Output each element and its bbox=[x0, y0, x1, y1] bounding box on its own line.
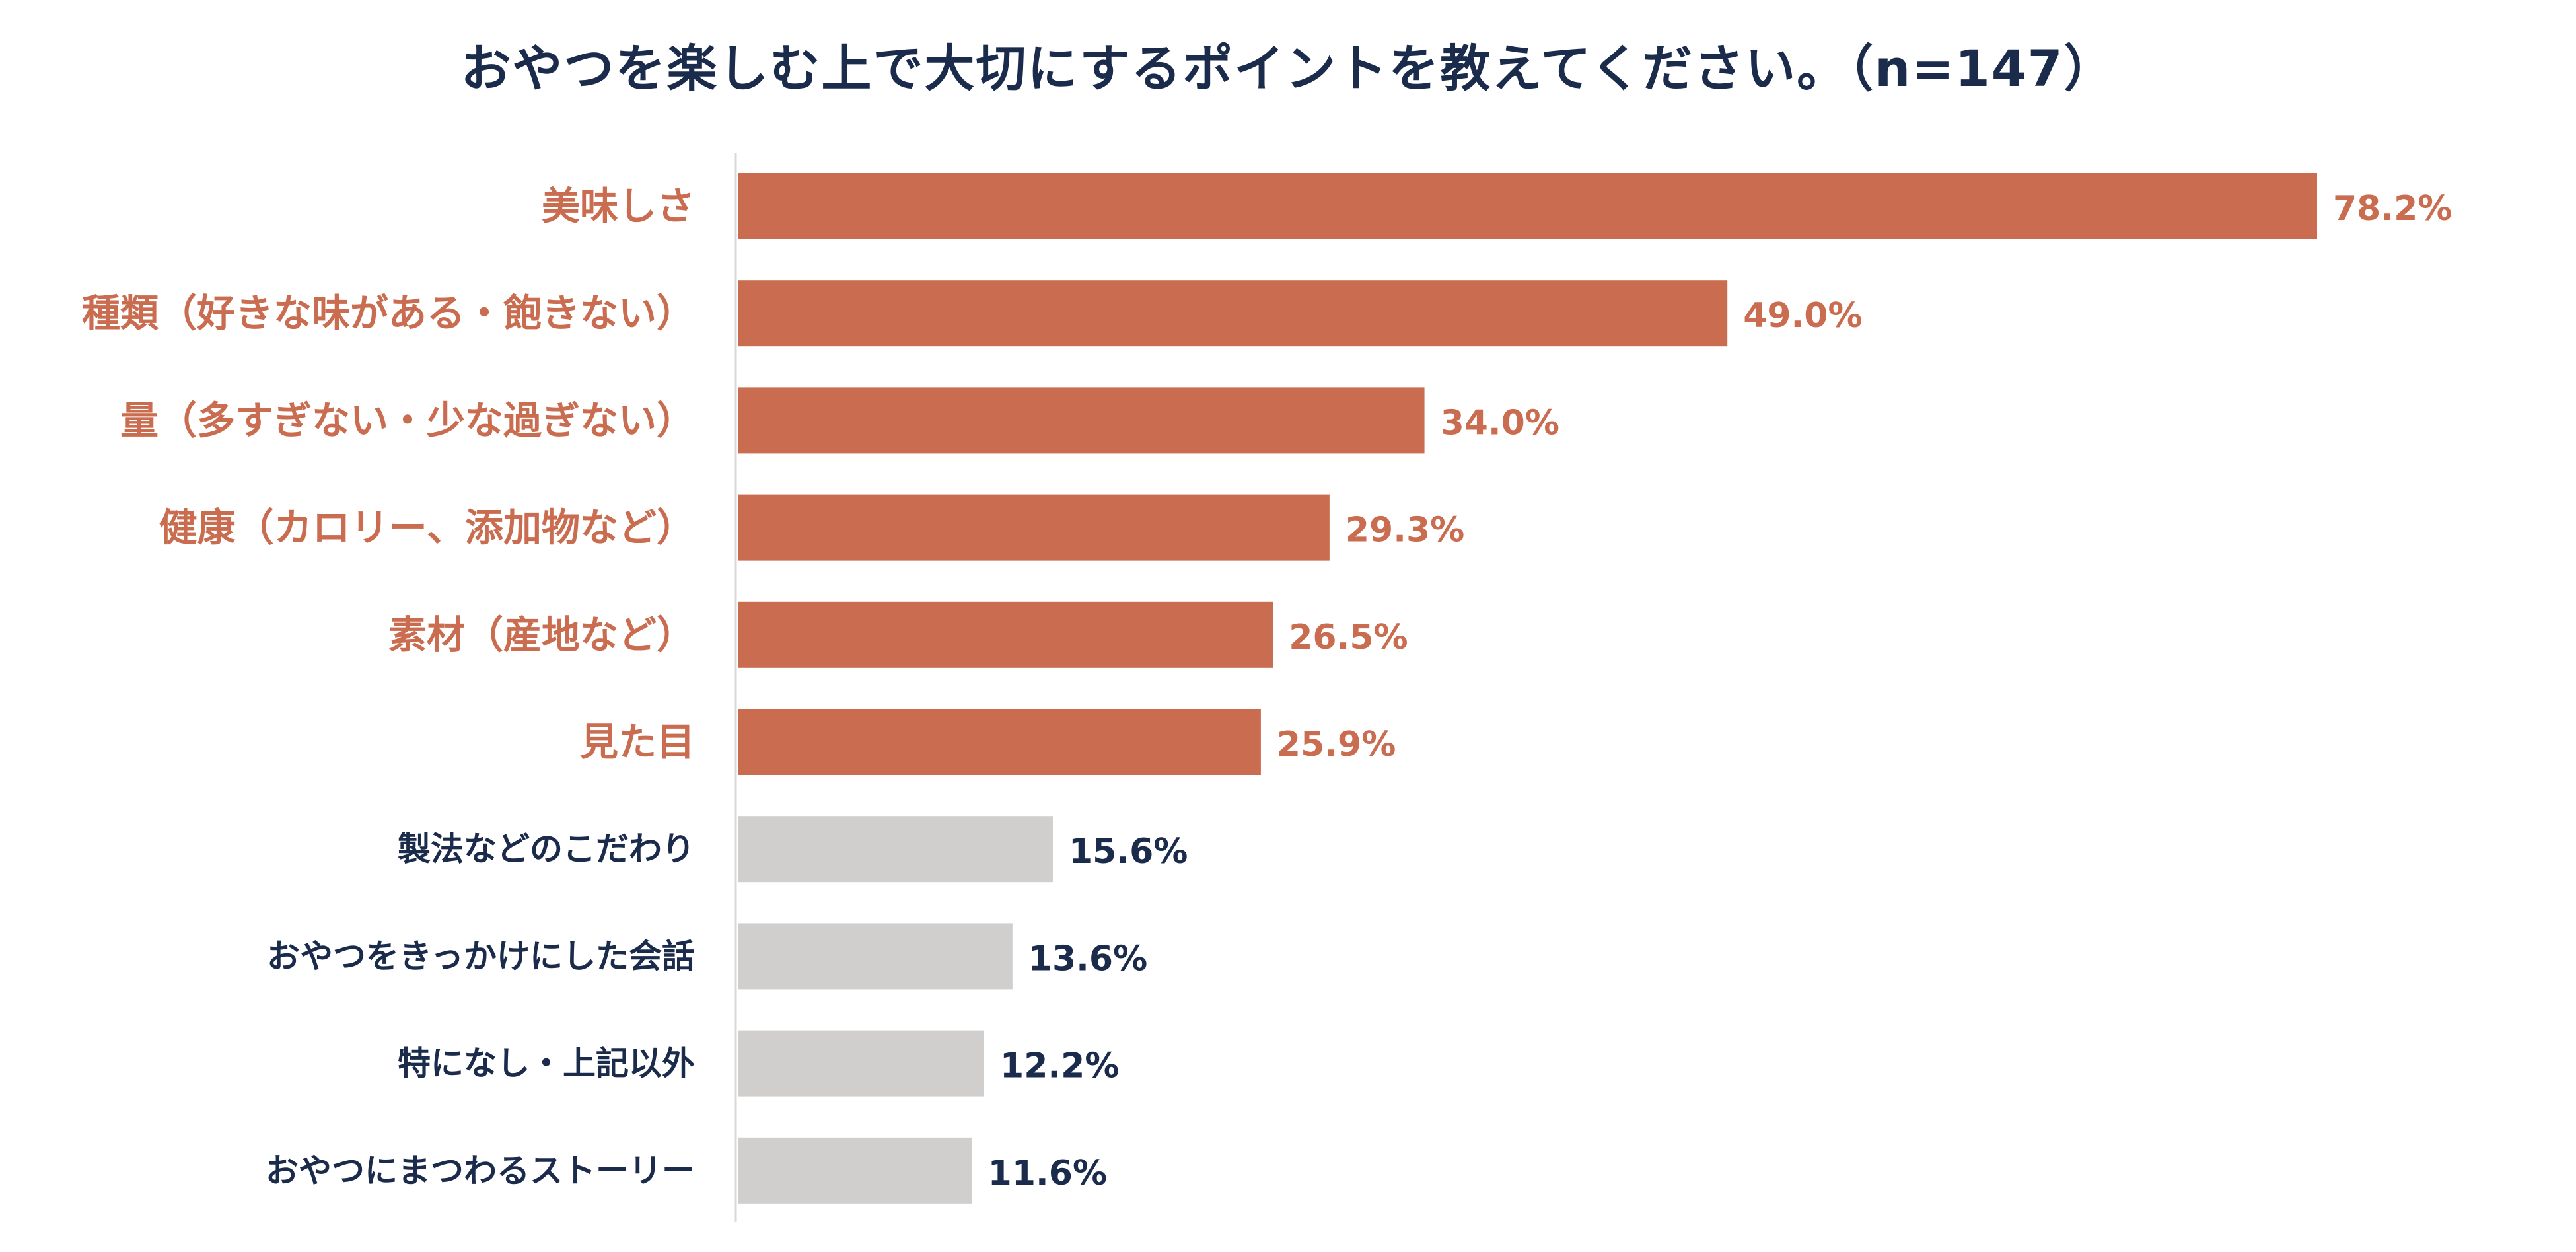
chart-title: おやつを楽しむ上で大切にするポイントを教えてください。（n=147） bbox=[460, 39, 2116, 98]
category-label: 見た目 bbox=[580, 719, 695, 764]
value-label: 13.6% bbox=[1028, 939, 1147, 978]
category-label: おやつにまつわるストーリー bbox=[266, 1152, 695, 1190]
category-label: おやつをきっかけにした会話 bbox=[267, 937, 695, 975]
bar bbox=[738, 173, 2317, 239]
bar bbox=[738, 494, 1330, 561]
bar bbox=[738, 1137, 972, 1204]
category-label: 特になし・上記以外 bbox=[398, 1045, 695, 1083]
bar bbox=[738, 1030, 985, 1097]
bar bbox=[738, 923, 1013, 990]
bar bbox=[738, 816, 1053, 883]
bars-group bbox=[738, 173, 2317, 1204]
category-label: 美味しさ bbox=[542, 184, 695, 229]
bar bbox=[738, 280, 1728, 347]
category-label: 素材（産地など） bbox=[388, 612, 695, 657]
value-label: 11.6% bbox=[988, 1154, 1107, 1193]
value-label: 49.0% bbox=[1743, 296, 1862, 336]
bar bbox=[738, 709, 1261, 775]
category-label: 製法などのこだわり bbox=[398, 830, 695, 868]
category-label: 種類（好きな味がある・飽きない） bbox=[82, 291, 695, 336]
value-label: 29.3% bbox=[1345, 511, 1464, 550]
bar bbox=[738, 387, 1425, 454]
value-label: 25.9% bbox=[1277, 725, 1396, 764]
value-label: 34.0% bbox=[1441, 403, 1559, 443]
category-label: 健康（カロリー、添加物など） bbox=[159, 505, 695, 550]
category-label: 量（多すぎない・少な過ぎない） bbox=[120, 398, 695, 443]
value-label: 15.6% bbox=[1069, 832, 1188, 871]
value-label: 78.2% bbox=[2333, 189, 2452, 229]
value-label: 26.5% bbox=[1289, 618, 1408, 657]
bar bbox=[738, 601, 1273, 668]
value-label: 12.2% bbox=[1000, 1047, 1119, 1086]
value-labels-group: 78.2% 49.0% 34.0% 29.3% 26.5% 25.9% 15.6% 13.6%… bbox=[988, 189, 2452, 1193]
